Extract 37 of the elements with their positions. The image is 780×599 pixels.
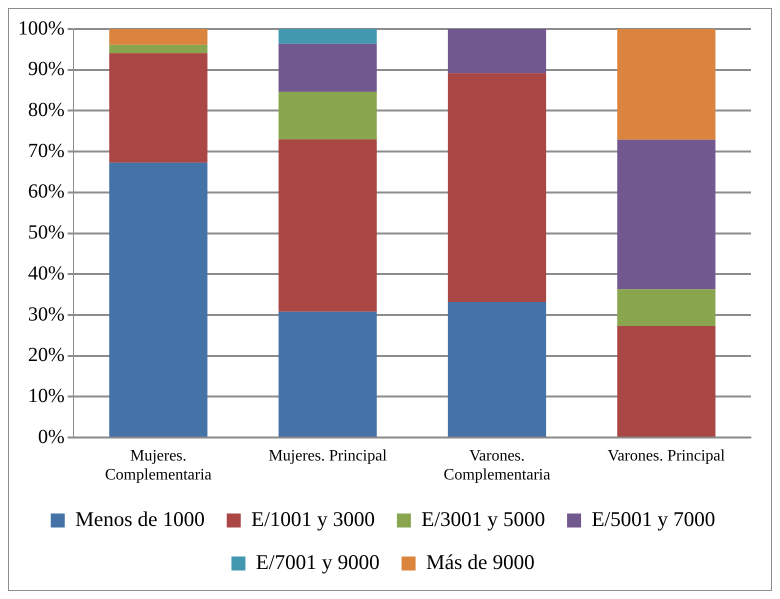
bar xyxy=(109,29,208,45)
y-tick-label: 100% xyxy=(18,17,65,40)
x-tick-label: Varones. Principal xyxy=(608,447,726,464)
bar xyxy=(278,29,377,44)
bar xyxy=(617,326,716,437)
y-tick-label: 30% xyxy=(28,303,65,326)
legend-label: E/5001 y 7000 xyxy=(592,507,716,532)
bar xyxy=(109,162,208,437)
x-tick-label: Mujeres. Complementaria xyxy=(105,447,212,484)
bar xyxy=(448,302,546,437)
y-tick-label: 10% xyxy=(28,384,65,407)
legend-label: E/7001 y 9000 xyxy=(256,550,380,574)
legend-label: Menos de 1000 xyxy=(75,507,205,532)
bar xyxy=(617,29,716,140)
legend-label: E/1001 y 3000 xyxy=(251,507,375,532)
bar xyxy=(448,73,546,302)
legend-label: E/3001 y 5000 xyxy=(421,507,546,532)
bar xyxy=(278,312,377,437)
y-tick-label: 90% xyxy=(28,58,65,80)
y-tick-label: 60% xyxy=(28,180,65,203)
bar xyxy=(278,92,377,140)
x-tick-label: Varones. Complementaria xyxy=(444,447,550,484)
bar xyxy=(617,140,716,290)
y-tick-label: 40% xyxy=(28,262,65,284)
y-tick-label: 80% xyxy=(28,98,65,121)
x-tick-label: Mujeres. Principal xyxy=(268,447,388,464)
bar xyxy=(448,29,546,74)
bar xyxy=(109,53,208,163)
bar xyxy=(278,44,377,92)
y-tick-label: 70% xyxy=(28,140,65,162)
bar xyxy=(278,139,377,312)
legend-label: Más de 9000 xyxy=(426,550,535,574)
y-tick-label: 50% xyxy=(28,222,65,244)
bar xyxy=(617,289,716,326)
y-tick-label: 0% xyxy=(38,426,65,448)
y-tick-label: 20% xyxy=(28,344,65,366)
bar xyxy=(109,44,208,54)
